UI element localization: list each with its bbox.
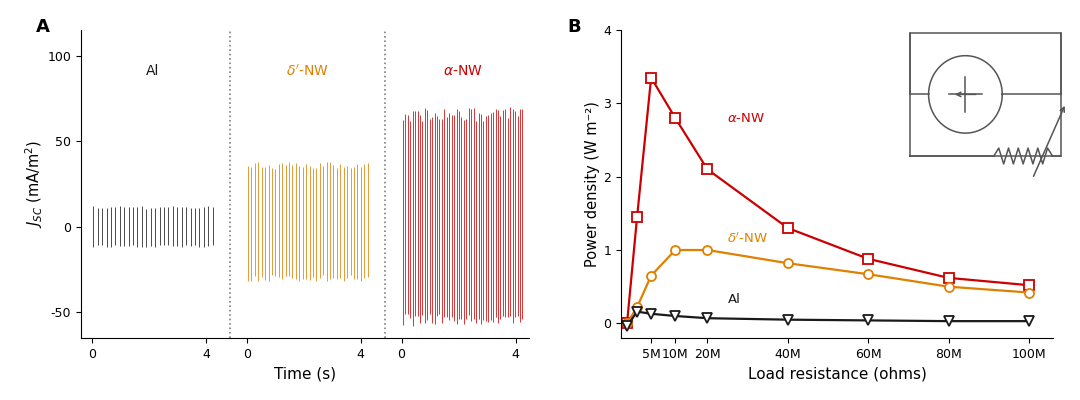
Text: $\delta'$-NW: $\delta'$-NW (286, 64, 329, 80)
Y-axis label: Power density (W m⁻²): Power density (W m⁻²) (585, 101, 600, 267)
Text: A: A (36, 18, 50, 36)
Text: $\delta'$-NW: $\delta'$-NW (728, 231, 769, 246)
Y-axis label: $J_{SC}$ (mA/m$^2$): $J_{SC}$ (mA/m$^2$) (23, 140, 44, 228)
Text: B: B (567, 18, 581, 36)
Text: Al: Al (146, 64, 160, 78)
Text: $\alpha$-NW: $\alpha$-NW (443, 64, 483, 78)
X-axis label: Load resistance (ohms): Load resistance (ohms) (747, 366, 927, 381)
X-axis label: Time (s): Time (s) (274, 366, 336, 381)
Text: Al: Al (728, 293, 741, 306)
Text: $\alpha$-NW: $\alpha$-NW (728, 112, 766, 125)
